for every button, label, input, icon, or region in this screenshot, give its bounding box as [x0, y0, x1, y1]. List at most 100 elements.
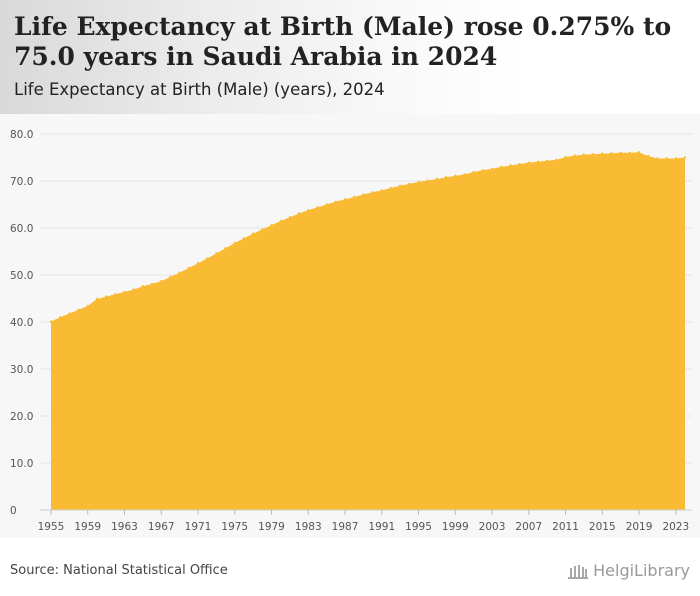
data-point — [187, 266, 191, 270]
x-tick-label: 1979 — [258, 521, 285, 533]
data-point — [141, 285, 145, 288]
y-axis: 0 10.0 20.0 30.0 40.0 50.0 60.0 70.0 80.0 — [10, 129, 33, 517]
data-point — [601, 152, 604, 155]
y-tick-label: 30.0 — [10, 364, 33, 376]
data-point — [307, 208, 310, 212]
data-point — [555, 158, 558, 162]
data-point — [297, 212, 301, 215]
data-point — [490, 167, 494, 170]
data-point — [582, 153, 586, 156]
data-point — [665, 157, 668, 160]
x-tick-label: 1975 — [221, 521, 248, 533]
x-tick-label: 1959 — [74, 521, 101, 533]
data-point — [610, 152, 613, 155]
y-tick-label: 50.0 — [10, 270, 33, 282]
x-tick-label: 1991 — [368, 521, 395, 533]
data-point — [242, 237, 246, 240]
data-point — [371, 191, 374, 194]
data-point — [261, 228, 264, 231]
y-tick-label: 80.0 — [10, 129, 33, 141]
data-point — [435, 177, 439, 181]
data-point — [132, 288, 135, 291]
y-tick-label: 20.0 — [10, 411, 33, 423]
data-point — [77, 308, 80, 311]
data-point — [545, 159, 549, 162]
data-point — [628, 151, 632, 154]
brand-name: HelgiLibrary — [593, 561, 690, 580]
data-point — [68, 312, 71, 315]
data-point — [233, 241, 236, 245]
header: Life Expectancy at Birth (Male) rose 0.2… — [0, 0, 700, 114]
library-icon — [568, 564, 589, 579]
data-point — [58, 316, 62, 319]
x-tick-label: 2019 — [626, 521, 653, 533]
data-point — [389, 186, 393, 190]
data-point — [86, 304, 89, 308]
data-point — [206, 257, 209, 260]
y-tick-label: 0 — [10, 505, 17, 517]
data-point — [169, 275, 172, 279]
x-tick-label: 1967 — [148, 521, 175, 533]
data-point — [536, 160, 540, 163]
area-series — [51, 152, 685, 510]
data-point — [224, 247, 227, 250]
data-point — [417, 180, 420, 184]
x-tick-label: 1983 — [295, 521, 322, 533]
data-point — [270, 223, 273, 227]
data-point — [527, 161, 530, 164]
x-tick-label: 2007 — [515, 521, 542, 533]
data-point — [591, 153, 595, 156]
x-tick-label: 1987 — [332, 521, 359, 533]
data-point — [49, 320, 53, 323]
brand-logo: HelgiLibrary — [567, 561, 690, 580]
x-tick-label: 2015 — [589, 521, 616, 533]
chart-subtitle: Life Expectancy at Birth (Male) (years),… — [14, 80, 385, 99]
data-point — [123, 290, 126, 294]
data-point — [426, 179, 429, 182]
data-point — [251, 232, 255, 235]
data-point — [362, 193, 365, 196]
data-point — [509, 164, 512, 167]
y-tick-label: 40.0 — [10, 317, 33, 329]
data-point — [408, 182, 411, 186]
data-point — [647, 154, 650, 158]
data-point — [343, 198, 347, 201]
x-tick-label: 1955 — [38, 521, 65, 533]
data-point — [637, 151, 641, 154]
data-point — [573, 154, 576, 157]
y-tick-label: 10.0 — [10, 458, 33, 470]
data-point — [683, 156, 687, 159]
data-point — [398, 184, 402, 187]
data-point — [334, 200, 338, 203]
data-point — [316, 206, 319, 209]
x-tick-label: 1963 — [111, 521, 138, 533]
data-point — [500, 165, 503, 169]
x-tick-label: 1971 — [185, 521, 212, 533]
x-tick-label: 2003 — [479, 521, 506, 533]
x-axis: 1955 1959 1963 1967 1971 1975 1979 1983 1987 1991… — [38, 509, 692, 533]
data-point — [178, 271, 181, 274]
data-point — [325, 203, 328, 206]
data-point — [444, 176, 448, 179]
data-point — [564, 155, 567, 159]
data-point — [114, 293, 117, 296]
area-layer — [49, 151, 687, 510]
data-point — [353, 195, 356, 199]
data-point — [215, 252, 218, 255]
data-point — [279, 219, 282, 223]
data-point — [463, 173, 466, 176]
data-point — [104, 295, 108, 298]
x-tick-label: 1999 — [442, 521, 469, 533]
data-point — [196, 262, 200, 265]
chart-title: Life Expectancy at Birth (Male) rose 0.2… — [14, 12, 672, 71]
x-tick-label: 2023 — [662, 521, 689, 533]
data-point — [160, 279, 163, 283]
y-tick-label: 70.0 — [10, 176, 33, 188]
data-point — [150, 282, 154, 286]
data-point — [656, 157, 659, 160]
x-tick-label: 2011 — [552, 521, 579, 533]
data-point — [619, 151, 622, 154]
data-point — [95, 297, 99, 301]
source-note: Source: National Statistical Office — [10, 563, 228, 578]
